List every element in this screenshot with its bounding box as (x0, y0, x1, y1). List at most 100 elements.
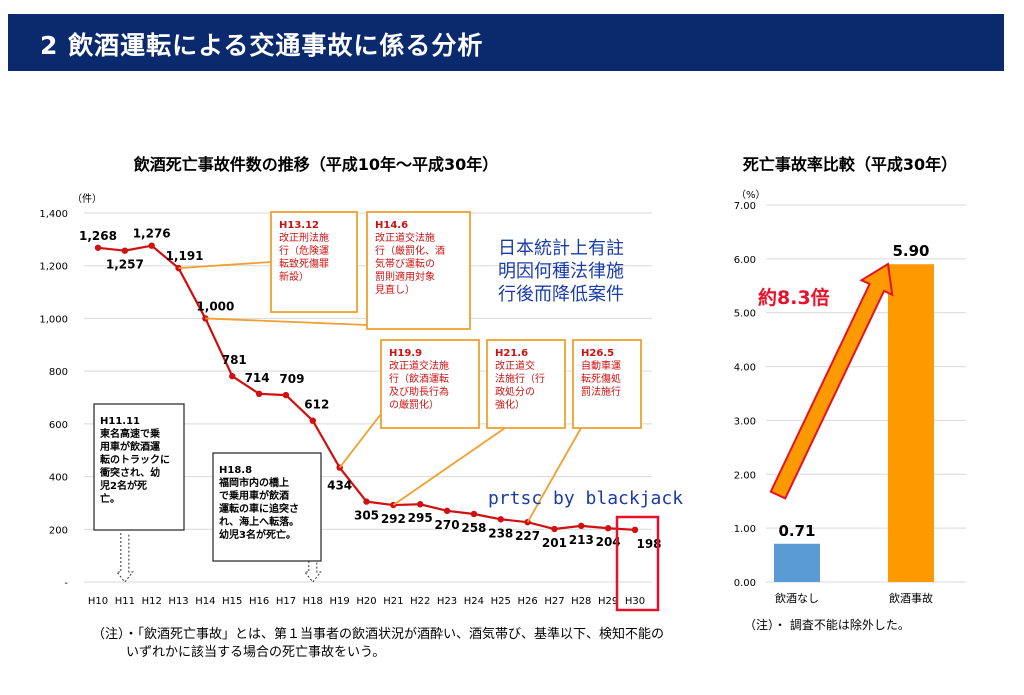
line-value-label: 270 (435, 518, 460, 532)
line-point (255, 390, 263, 398)
annotation-text: 行（危険運 (279, 244, 329, 257)
line-x-tick-label: H11 (115, 596, 135, 607)
bar-chart-unit: （%） (736, 189, 766, 201)
annotation-text: H21.6 (495, 348, 528, 359)
line-value-label: 227 (515, 529, 540, 543)
line-x-tick-label: H26 (517, 596, 537, 607)
line-x-tick-label: H16 (249, 596, 269, 607)
event-text: 衝突され、幼 (99, 466, 160, 479)
ratio-label: 約8.3倍 (758, 286, 830, 309)
event-arrow-icon (303, 533, 322, 583)
annotation-text: 改正道交法施 (389, 359, 449, 372)
annotation-connector (178, 261, 272, 269)
annotation-text: 行（厳罰化、酒 (375, 244, 445, 257)
page-title: 2 飲酒運転による交通事故に係る分析 (40, 31, 484, 60)
line-point (443, 507, 451, 515)
annotation-text: 転致死傷罪 (279, 257, 329, 270)
line-chart-title: 飲酒死亡事故件数の推移（平成10年～平成30年） (133, 155, 499, 174)
line-x-tick-label: H29 (598, 596, 618, 607)
bar-y-tick-label: 7.00 (734, 201, 756, 212)
line-point (94, 244, 102, 251)
event-text: 福岡市内の橋上 (218, 476, 289, 489)
line-x-tick-label: H27 (544, 596, 564, 607)
line-x-tick-label: H19 (330, 596, 350, 607)
line-value-label: 1,257 (106, 258, 144, 272)
ratio-arrow-icon (769, 262, 894, 500)
line-x-tick-label: H24 (464, 596, 484, 607)
watermark-signature: prtsc by blackjack (488, 488, 683, 509)
annotation-text: 新設） (279, 270, 309, 283)
line-point (148, 242, 155, 249)
line-note-line-2: いずれかに該当する場合の死亡事故をいう。 (126, 645, 386, 660)
bar-y-tick-label: 4.00 (734, 363, 756, 374)
annotation-text: 法施行（行 (495, 372, 545, 385)
line-value-label: 204 (596, 535, 621, 549)
annotation-text: 改正道交 (495, 359, 535, 372)
annotation-text: 改正道交法施 (375, 231, 435, 244)
line-point (417, 501, 424, 508)
annotation-text: 見直し） (375, 283, 415, 296)
annotation-text: の厳罰化） (389, 398, 439, 411)
annotation-text: 及び助長行為 (389, 385, 449, 398)
line-point (551, 525, 558, 533)
line-value-label: 1,276 (133, 227, 171, 241)
header-banner: 2 飲酒運転による交通事故に係る分析 (8, 14, 1004, 71)
line-point (229, 372, 236, 380)
annotation-text: H14.6 (375, 220, 408, 231)
line-y-tick-label: 1,000 (39, 314, 68, 325)
line-x-tick-label: H30 (625, 596, 645, 607)
line-x-tick-label: H25 (491, 596, 511, 607)
annotation-text: H19.9 (389, 348, 422, 359)
line-point (121, 247, 129, 254)
line-point (470, 510, 478, 518)
annotation-connector (205, 317, 368, 326)
bar-y-tick-label: 0.00 (734, 578, 756, 589)
line-y-tick-label: 600 (49, 420, 68, 431)
line-x-tick-label: H20 (356, 596, 376, 607)
line-x-tick-label: H12 (142, 596, 162, 607)
line-point (309, 417, 316, 424)
bar (888, 264, 934, 582)
line-value-label: 1,191 (166, 249, 204, 263)
line-x-tick-label: H17 (276, 596, 296, 607)
annotation-text: 転死傷処 (581, 372, 621, 385)
line-x-tick-label: H23 (437, 596, 457, 607)
line-value-label: 213 (569, 533, 594, 547)
line-point (282, 391, 290, 399)
bar-value-label: 0.71 (778, 522, 815, 540)
line-value-label: 781 (222, 353, 247, 367)
event-text: れ、海上へ転落。 (219, 515, 299, 528)
annotation-text: 罰則適用対象 (375, 270, 435, 283)
line-x-tick-label: H22 (410, 596, 430, 607)
line-note-line-1: （注）・「飲酒死亡事故」とは、第１当事者の飲酒状況が酒酔い、酒気帯び、基準以下、… (92, 627, 665, 642)
line-value-label: 1,000 (196, 299, 234, 313)
annotation-text: 強化） (495, 398, 525, 411)
event-text: 運転の車に追突さ (219, 502, 299, 515)
line-x-tick-label: H28 (571, 596, 591, 607)
annotation-box (486, 339, 566, 429)
annotation-box (572, 339, 642, 429)
line-point (578, 522, 585, 530)
line-point (631, 526, 639, 534)
line-value-label: 292 (381, 512, 406, 526)
event-text: H11.11 (100, 416, 140, 427)
bar-category-label: 飲酒事故 (889, 591, 933, 605)
line-y-tick-label: 800 (49, 367, 68, 378)
line-value-label: 434 (327, 479, 352, 493)
line-x-tick-label: H21 (383, 596, 403, 607)
bar-y-tick-label: 6.00 (734, 255, 756, 266)
line-value-label: 305 (354, 509, 379, 523)
bar-chart-note: （注）・ 調査不能は除外した。 (744, 618, 910, 632)
annotation-text: 政処分の (495, 385, 535, 398)
highlight-box (615, 515, 660, 612)
annotation-connector (526, 427, 582, 523)
annotation-text: H13.12 (279, 220, 319, 231)
watermark-text-line: 明因何種法律施 (498, 261, 624, 282)
watermark-text-line: 行後而降低案件 (498, 284, 624, 305)
line-y-tick-label: 200 (49, 525, 68, 536)
line-chart-unit: （件） (72, 193, 102, 205)
bar-category-label: 飲酒なし (775, 591, 819, 605)
event-text: 用車が飲酒運 (99, 440, 160, 453)
line-point (497, 516, 504, 523)
